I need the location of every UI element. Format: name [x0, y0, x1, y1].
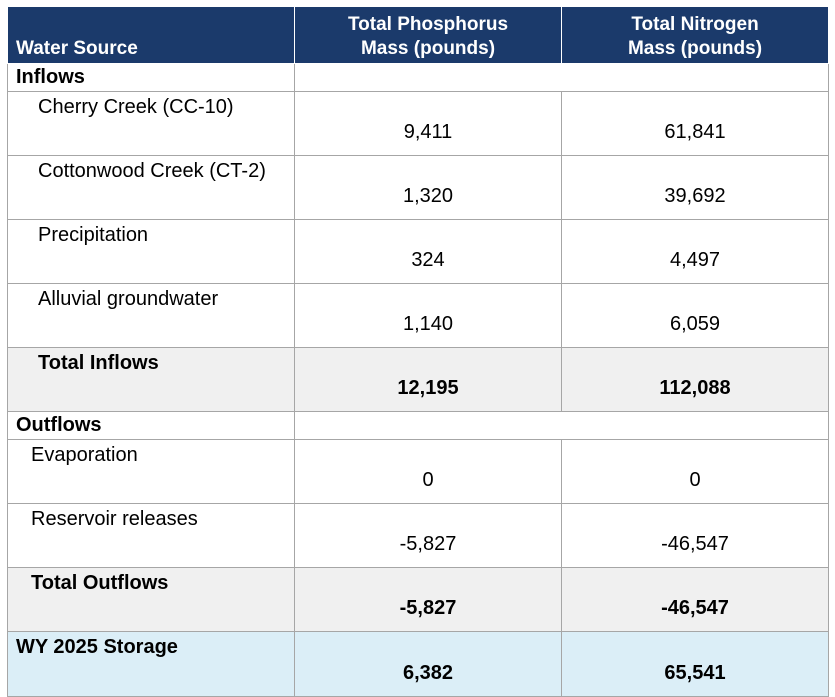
- inflows-section-title: Inflows: [7, 63, 295, 92]
- row-nitrogen: 0: [561, 439, 829, 504]
- header-water-source: Water Source: [7, 6, 295, 64]
- total-outflows-row: Total Outflows -5,827 -46,547: [7, 567, 829, 632]
- row-nitrogen: 4,497: [561, 219, 829, 284]
- total-inflows-row: Total Inflows 12,195 112,088: [7, 347, 829, 412]
- row-phosphorus: 1,140: [294, 283, 562, 348]
- nutrient-mass-balance-table: Water Source Total Phosphorus Mass (pound…: [7, 6, 829, 697]
- row-source: Cherry Creek (CC-10): [7, 91, 295, 156]
- outflows-section-row: Outflows: [7, 411, 829, 440]
- row-source: Cottonwood Creek (CT-2): [7, 155, 295, 220]
- storage-phosphorus: 6,382: [294, 631, 562, 697]
- row-nitrogen: -46,547: [561, 503, 829, 568]
- row-source: Alluvial groundwater: [7, 283, 295, 348]
- header-phosphorus-line2: Mass (pounds): [360, 38, 496, 59]
- row-nitrogen: 61,841: [561, 91, 829, 156]
- section-spacer: [294, 63, 829, 92]
- header-total-phosphorus: Total Phosphorus Mass (pounds): [294, 6, 562, 64]
- header-nitrogen-line1: Total Nitrogen: [631, 14, 759, 35]
- row-phosphorus: 1,320: [294, 155, 562, 220]
- row-phosphorus: 9,411: [294, 91, 562, 156]
- table-row: Precipitation 324 4,497: [7, 219, 829, 284]
- section-spacer: [294, 411, 829, 440]
- storage-label: WY 2025 Storage: [7, 631, 295, 697]
- outflows-section-title: Outflows: [7, 411, 295, 440]
- row-phosphorus: 324: [294, 219, 562, 284]
- row-source: Precipitation: [7, 219, 295, 284]
- table-row: Cherry Creek (CC-10) 9,411 61,841: [7, 91, 829, 156]
- row-source: Evaporation: [7, 439, 295, 504]
- total-inflows-nitrogen: 112,088: [561, 347, 829, 412]
- header-phosphorus-line1: Total Phosphorus: [347, 14, 509, 35]
- row-phosphorus: 0: [294, 439, 562, 504]
- table-row: Cottonwood Creek (CT-2) 1,320 39,692: [7, 155, 829, 220]
- total-outflows-label: Total Outflows: [7, 567, 295, 632]
- storage-row: WY 2025 Storage 6,382 65,541: [7, 631, 829, 697]
- header-nitrogen-line2: Mass (pounds): [627, 38, 763, 59]
- header-total-nitrogen: Total Nitrogen Mass (pounds): [561, 6, 829, 64]
- row-nitrogen: 39,692: [561, 155, 829, 220]
- row-source: Reservoir releases: [7, 503, 295, 568]
- inflows-section-row: Inflows: [7, 63, 829, 92]
- total-inflows-phosphorus: 12,195: [294, 347, 562, 412]
- total-outflows-nitrogen: -46,547: [561, 567, 829, 632]
- table-row: Evaporation 0 0: [7, 439, 829, 504]
- row-phosphorus: -5,827: [294, 503, 562, 568]
- table-row: Reservoir releases -5,827 -46,547: [7, 503, 829, 568]
- total-outflows-phosphorus: -5,827: [294, 567, 562, 632]
- total-inflows-label: Total Inflows: [7, 347, 295, 412]
- table-row: Alluvial groundwater 1,140 6,059: [7, 283, 829, 348]
- storage-nitrogen: 65,541: [561, 631, 829, 697]
- header-row: Water Source Total Phosphorus Mass (pound…: [7, 6, 829, 64]
- row-nitrogen: 6,059: [561, 283, 829, 348]
